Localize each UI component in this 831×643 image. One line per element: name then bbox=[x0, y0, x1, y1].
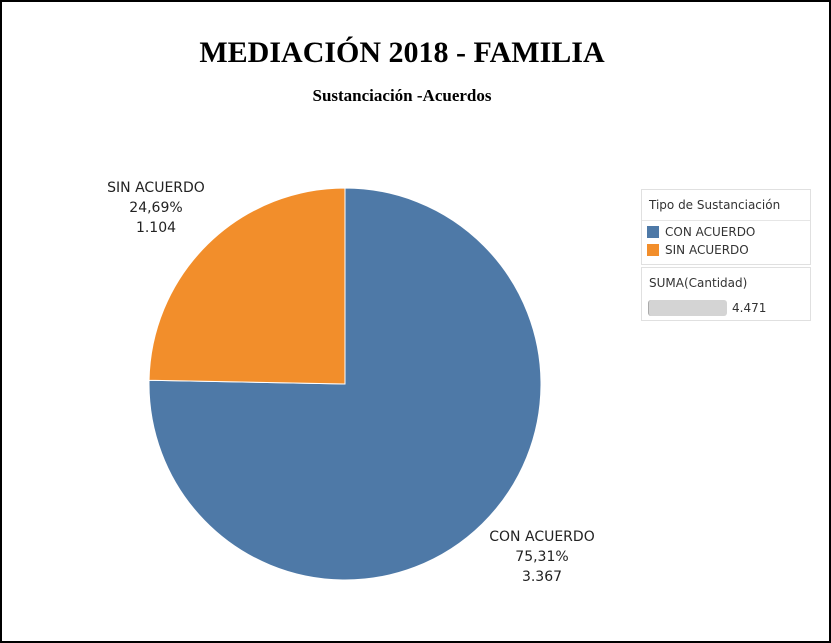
label-value: 3.367 bbox=[521, 569, 563, 585]
chart-subtitle: Sustanciación -Acuerdos bbox=[312, 86, 492, 105]
label-category: SIN ACUERDO bbox=[107, 180, 205, 196]
size-legend-value: 4.471 bbox=[732, 301, 767, 315]
label-value: 1.104 bbox=[135, 220, 177, 236]
legend-swatch bbox=[647, 244, 659, 256]
label-percent: 24,69% bbox=[129, 200, 183, 216]
pie-slice-sin-acuerdo[interactable] bbox=[148, 187, 346, 385]
chart-title: MEDIACIÓN 2018 - FAMILIA bbox=[199, 36, 605, 69]
label-category: CON ACUERDO bbox=[489, 529, 595, 545]
label-con-acuerdo: CON ACUERDO 75,31% 3.367 bbox=[472, 527, 612, 587]
size-legend: SUMA(Cantidad) 4.471 bbox=[641, 267, 811, 321]
label-sin-acuerdo: SIN ACUERDO 24,69% 1.104 bbox=[86, 178, 226, 238]
legend-label: SIN ACUERDO bbox=[665, 243, 749, 257]
size-legend-bar bbox=[648, 300, 727, 316]
label-percent: 75,31% bbox=[515, 549, 569, 565]
legend-swatch bbox=[647, 226, 659, 238]
color-legend: Tipo de Sustanciación CON ACUERDO SIN AC… bbox=[641, 189, 811, 265]
legend-title: Tipo de Sustanciación bbox=[642, 190, 810, 221]
legend-item-con-acuerdo[interactable]: CON ACUERDO bbox=[642, 223, 810, 241]
legend-label: CON ACUERDO bbox=[665, 225, 756, 239]
legend-item-sin-acuerdo[interactable]: SIN ACUERDO bbox=[642, 241, 810, 259]
size-legend-title: SUMA(Cantidad) bbox=[649, 276, 748, 290]
pie-slice-con-acuerdo[interactable] bbox=[148, 187, 542, 581]
